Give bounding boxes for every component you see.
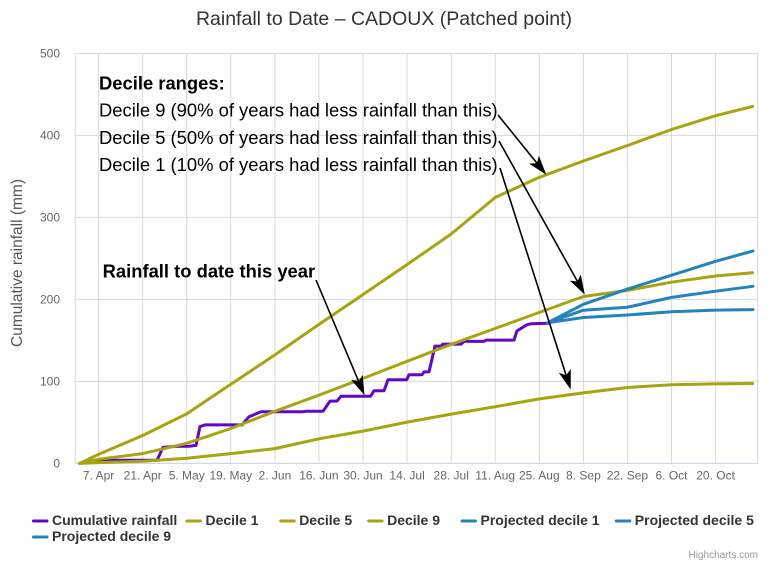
svg-text:20. Oct: 20. Oct — [696, 469, 735, 483]
svg-text:Decile 9 (90% of years had les: Decile 9 (90% of years had less rainfall… — [99, 100, 498, 121]
svg-text:Cumulative rainfall: Cumulative rainfall — [52, 512, 177, 528]
svg-text:Decile 1: Decile 1 — [206, 512, 259, 528]
svg-text:Decile 9: Decile 9 — [387, 512, 440, 528]
svg-text:500: 500 — [40, 47, 60, 61]
svg-text:Projected decile 9: Projected decile 9 — [52, 528, 171, 544]
svg-text:6. Oct: 6. Oct — [655, 469, 688, 483]
svg-text:Decile 5 (50% of years had les: Decile 5 (50% of years had less rainfall… — [99, 127, 498, 148]
svg-text:Projected decile 1: Projected decile 1 — [481, 512, 600, 528]
svg-text:2. Jun: 2. Jun — [259, 469, 292, 483]
svg-text:14. Jul: 14. Jul — [389, 469, 424, 483]
svg-text:Decile 1 (10% of years had les: Decile 1 (10% of years had less rainfall… — [99, 154, 498, 175]
svg-text:Rainfall to Date – CADOUX (Pat: Rainfall to Date – CADOUX (Patched point… — [196, 8, 572, 30]
svg-text:Decile ranges:: Decile ranges: — [99, 73, 225, 94]
svg-text:0: 0 — [53, 457, 60, 471]
svg-text:Decile 5: Decile 5 — [299, 512, 352, 528]
svg-text:5. May: 5. May — [169, 469, 205, 483]
svg-text:25. Aug: 25. Aug — [519, 469, 560, 483]
svg-text:200: 200 — [40, 293, 60, 307]
svg-text:300: 300 — [40, 211, 60, 225]
svg-text:400: 400 — [40, 129, 60, 143]
svg-text:21. Apr: 21. Apr — [124, 469, 162, 483]
svg-text:Cumulative rainfall (mm): Cumulative rainfall (mm) — [9, 179, 26, 347]
svg-text:Highcharts.com: Highcharts.com — [689, 550, 758, 561]
svg-text:100: 100 — [40, 375, 60, 389]
svg-text:22. Sep: 22. Sep — [607, 469, 649, 483]
svg-text:Projected decile 5: Projected decile 5 — [635, 512, 754, 528]
svg-text:11. Aug: 11. Aug — [475, 469, 515, 483]
svg-text:16. Jun: 16. Jun — [299, 469, 338, 483]
svg-text:Rainfall to date this year: Rainfall to date this year — [103, 261, 316, 282]
svg-text:8. Sep: 8. Sep — [566, 469, 601, 483]
svg-text:7. Apr: 7. Apr — [83, 469, 114, 483]
svg-text:19. May: 19. May — [209, 469, 252, 483]
svg-text:30. Jun: 30. Jun — [343, 469, 382, 483]
svg-text:28. Jul: 28. Jul — [434, 469, 469, 483]
